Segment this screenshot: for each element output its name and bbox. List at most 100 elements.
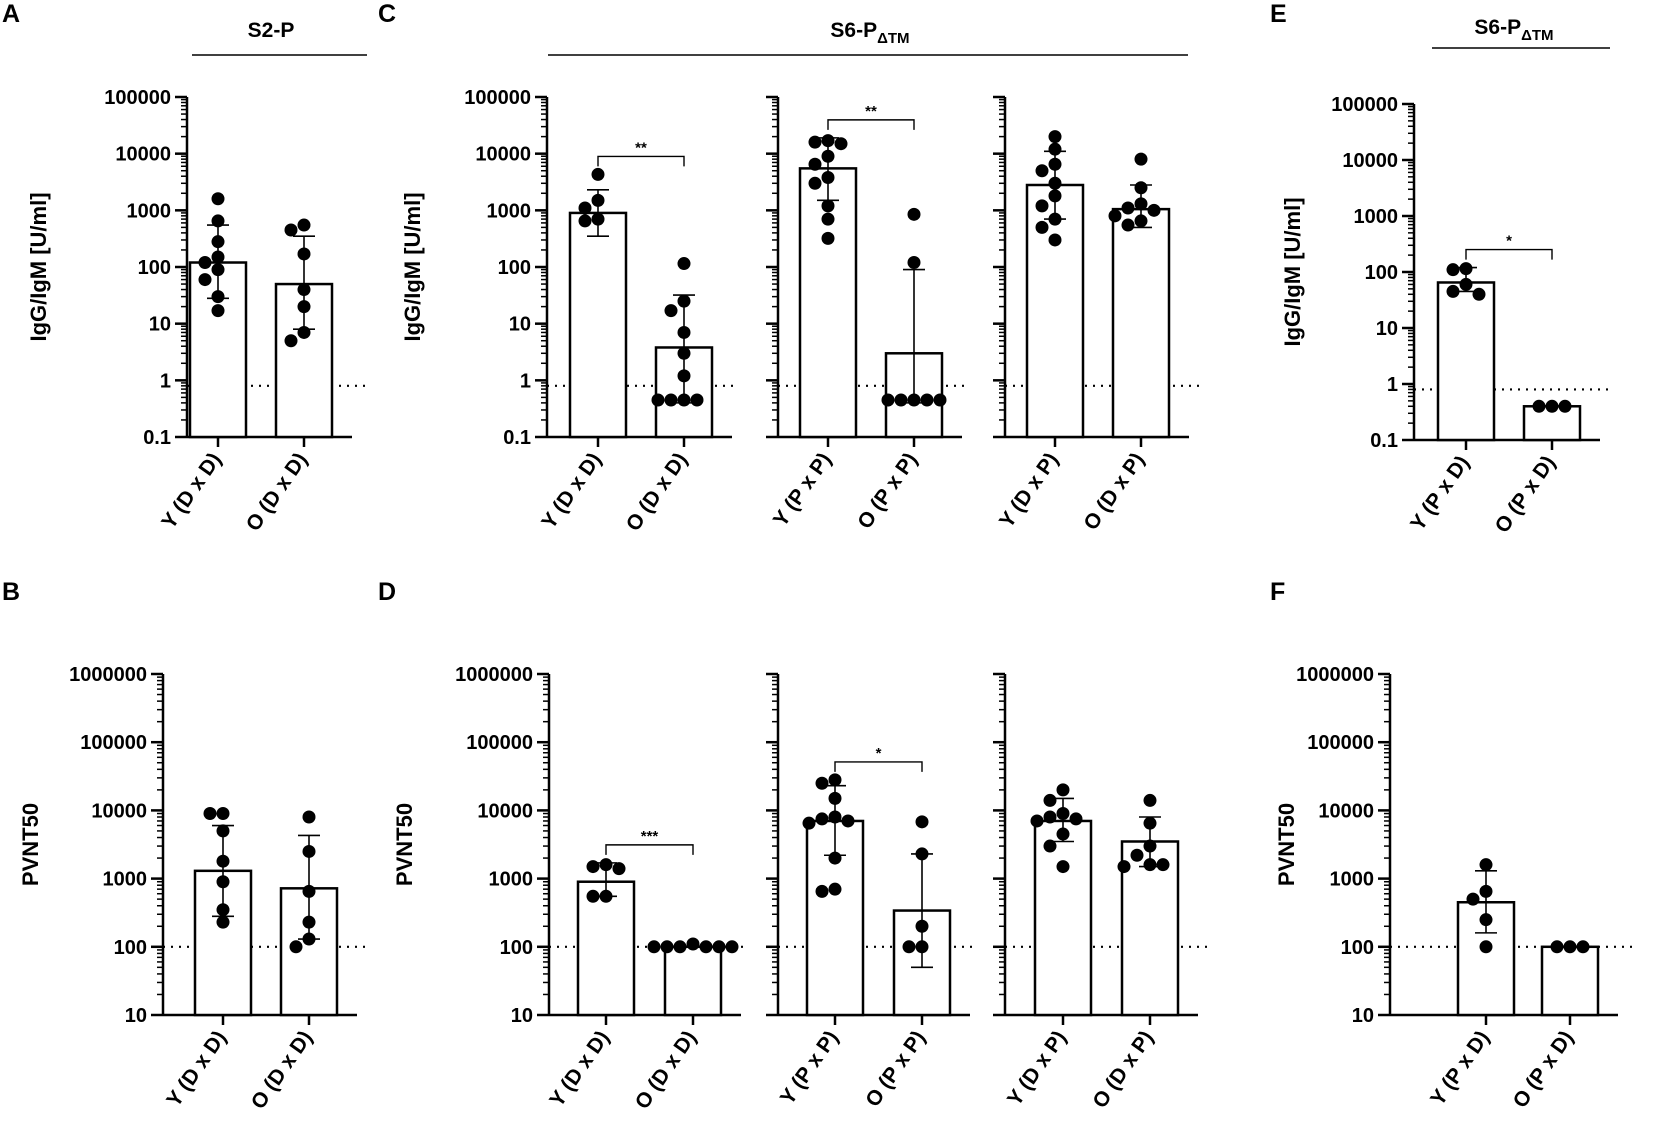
data-point bbox=[211, 263, 225, 277]
data-point bbox=[821, 170, 835, 184]
data-point bbox=[1545, 399, 1559, 413]
panel-c: IgG/IgM [U/ml] 0.1 1 10 100 1000 10000 100000 Y … bbox=[400, 87, 1203, 535]
data-point bbox=[686, 937, 700, 951]
subplot-1: 10 100 1000 10000 100000 1000000 Y (D x D) O (D… bbox=[69, 664, 371, 1113]
y-tick-label: 100 bbox=[1365, 262, 1398, 284]
plots: IgG/IgM [U/ml] 0.1 1 10 100 1000 10000 100000 Y … bbox=[18, 87, 1632, 1113]
data-point bbox=[725, 940, 739, 954]
subplot-1: 10 100 1000 10000 100000 1000000 Y (P x D) O (P… bbox=[1296, 664, 1632, 1112]
data-point bbox=[1043, 810, 1057, 824]
y-tick-label: 0.1 bbox=[503, 427, 531, 449]
data-point bbox=[586, 889, 600, 903]
significance-label: * bbox=[1506, 233, 1512, 250]
data-point bbox=[1130, 848, 1144, 862]
y-tick-label: 1 bbox=[520, 370, 531, 392]
data-point bbox=[808, 135, 822, 149]
data-point bbox=[1035, 164, 1049, 178]
subplot-1: 0.1 1 10 100 1000 10000 100000 Y (D x D) O (D x … bbox=[104, 87, 366, 535]
y-tick-label: 10000 bbox=[1318, 800, 1374, 822]
significance-bracket bbox=[605, 844, 694, 855]
bar bbox=[1540, 945, 1600, 1017]
x-tick-label: Y (P x D) bbox=[1406, 452, 1474, 535]
x-tick-label: O (D x D) bbox=[631, 1027, 701, 1114]
data-point bbox=[1048, 212, 1062, 226]
data-point bbox=[677, 369, 691, 383]
y-tick-label: 0.1 bbox=[143, 427, 171, 449]
panel-b: PVNT50 10 100 1000 10000 100000 1000000 Y (D x … bbox=[18, 664, 371, 1113]
data-point bbox=[1558, 399, 1572, 413]
data-point bbox=[612, 862, 626, 876]
data-point bbox=[302, 932, 316, 946]
data-point bbox=[902, 940, 916, 954]
x-tick-label: Y (D x D) bbox=[162, 1027, 231, 1112]
data-point bbox=[1143, 793, 1157, 807]
significance-bracket bbox=[827, 119, 915, 130]
bar bbox=[1436, 281, 1496, 442]
data-point bbox=[1069, 812, 1083, 826]
data-point bbox=[297, 325, 311, 339]
data-point bbox=[302, 915, 316, 929]
data-point bbox=[1056, 807, 1070, 821]
data-point bbox=[802, 816, 816, 830]
data-point bbox=[677, 257, 691, 271]
y-tick-label: 10 bbox=[149, 314, 171, 336]
data-point bbox=[915, 919, 929, 933]
data-point bbox=[1035, 220, 1049, 234]
significance-label: ** bbox=[865, 103, 877, 120]
data-point bbox=[1056, 860, 1070, 874]
title-e-sub: ΔTM bbox=[1521, 27, 1553, 44]
panel-label-b: B bbox=[2, 578, 20, 606]
data-point bbox=[1156, 858, 1170, 872]
subplot-2: Y (P x P) O (P x P) ** bbox=[766, 95, 968, 533]
data-point bbox=[915, 940, 929, 954]
data-point bbox=[211, 214, 225, 228]
panel-f: PVNT50 10 100 1000 10000 100000 1000000 Y (P x … bbox=[1274, 664, 1632, 1112]
data-point bbox=[1056, 783, 1070, 797]
y-axis-label: IgG/IgM [U/ml] bbox=[26, 192, 51, 341]
data-point bbox=[211, 192, 225, 206]
data-point bbox=[1472, 287, 1486, 301]
x-tick-label: O (D x D) bbox=[242, 449, 312, 536]
title-c-main: S6-P bbox=[830, 19, 877, 42]
data-point bbox=[203, 807, 217, 821]
data-point bbox=[660, 940, 674, 954]
data-point bbox=[289, 940, 303, 954]
y-tick-label: 100 bbox=[114, 937, 147, 959]
subplot-1: 10 100 1000 10000 100000 1000000 Y (D x D) O (D… bbox=[455, 664, 747, 1113]
data-point bbox=[1143, 816, 1157, 830]
data-point bbox=[1532, 399, 1546, 413]
data-point bbox=[815, 884, 829, 898]
data-point bbox=[1108, 209, 1122, 223]
data-point bbox=[1563, 940, 1577, 954]
data-point bbox=[591, 167, 605, 181]
x-tick-label: Y (P x P) bbox=[769, 449, 836, 531]
data-point bbox=[1134, 152, 1148, 166]
y-tick-label: 0.1 bbox=[1370, 430, 1398, 452]
data-point bbox=[828, 810, 842, 824]
significance-bracket bbox=[597, 155, 685, 167]
panel-label-d: D bbox=[378, 578, 396, 606]
data-point bbox=[1446, 284, 1460, 298]
data-point bbox=[1121, 201, 1135, 215]
x-tick-label: O (P x P) bbox=[861, 1027, 930, 1112]
y-tick-label: 100000 bbox=[466, 732, 533, 754]
data-point bbox=[216, 915, 230, 929]
subplot-3: Y (D x P) O (D x P) bbox=[993, 672, 1212, 1113]
bar bbox=[1033, 819, 1093, 1017]
data-point bbox=[1479, 940, 1493, 954]
title-a: S2-P bbox=[248, 19, 295, 42]
x-tick-label: Y (D x D) bbox=[537, 449, 606, 534]
data-point bbox=[915, 847, 929, 861]
data-point bbox=[1048, 233, 1062, 247]
data-point bbox=[821, 231, 835, 245]
y-axis-label: IgG/IgM [U/ml] bbox=[1280, 197, 1305, 346]
data-point bbox=[302, 844, 316, 858]
y-axis-label: IgG/IgM [U/ml] bbox=[400, 192, 425, 341]
data-point bbox=[821, 149, 835, 163]
y-tick-label: 100000 bbox=[464, 87, 531, 109]
data-point bbox=[907, 393, 921, 407]
data-point bbox=[1134, 181, 1148, 195]
data-point bbox=[1459, 262, 1473, 276]
panel-label-e: E bbox=[1270, 0, 1287, 28]
bar bbox=[568, 211, 628, 439]
